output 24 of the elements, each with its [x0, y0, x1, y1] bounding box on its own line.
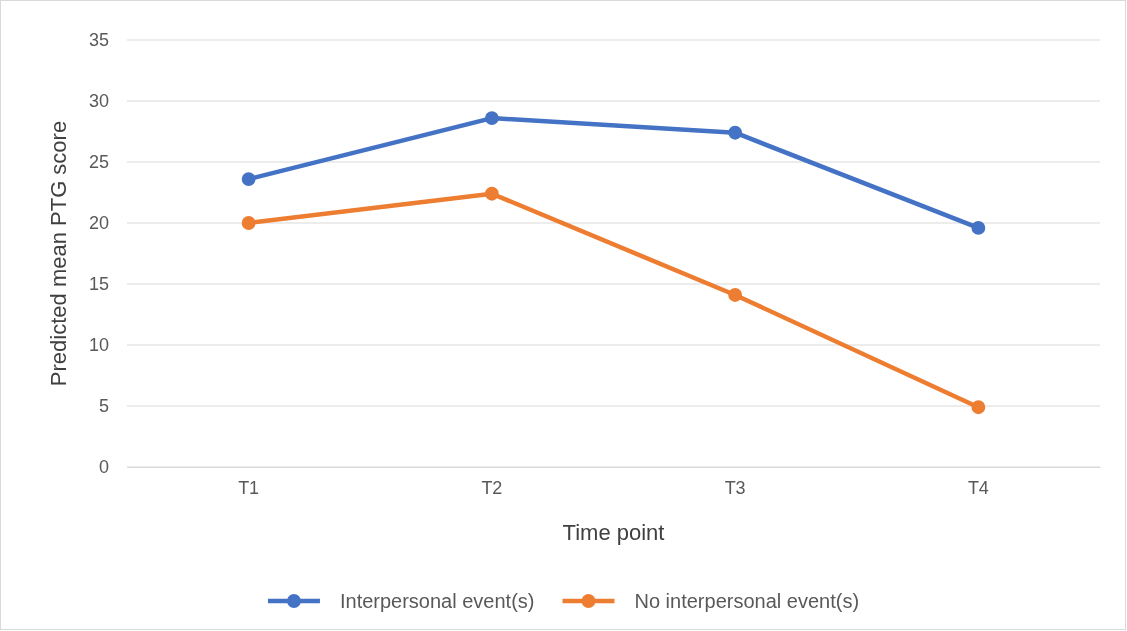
legend-label: No interpersonal event(s)	[634, 590, 860, 612]
legend-label: Interpersonal event(s)	[339, 590, 535, 612]
point	[241, 172, 256, 186]
y-tick-label: 35	[88, 30, 109, 51]
x-tick-label: T4	[967, 477, 989, 498]
y-tick-label: 30	[88, 91, 109, 112]
point	[971, 220, 986, 235]
y-tick-label: 10	[88, 335, 109, 356]
point	[484, 186, 499, 201]
x-axis-title: Time point	[562, 520, 665, 545]
point	[728, 288, 743, 302]
point	[971, 400, 986, 415]
y-tick-label: 15	[88, 274, 109, 295]
point	[484, 111, 499, 125]
y-tick-label: 25	[88, 152, 109, 173]
y-tick-label: 0	[98, 457, 109, 478]
point	[728, 125, 743, 140]
point	[241, 216, 256, 230]
x-tick-label: T3	[724, 477, 746, 498]
y-axis-title: Predicted mean PTG score	[46, 120, 71, 387]
x-tick-label: T1	[238, 477, 260, 498]
x-tick-label: T2	[481, 477, 503, 498]
y-tick-label: 5	[98, 396, 109, 417]
y-tick-label: 20	[88, 213, 109, 234]
